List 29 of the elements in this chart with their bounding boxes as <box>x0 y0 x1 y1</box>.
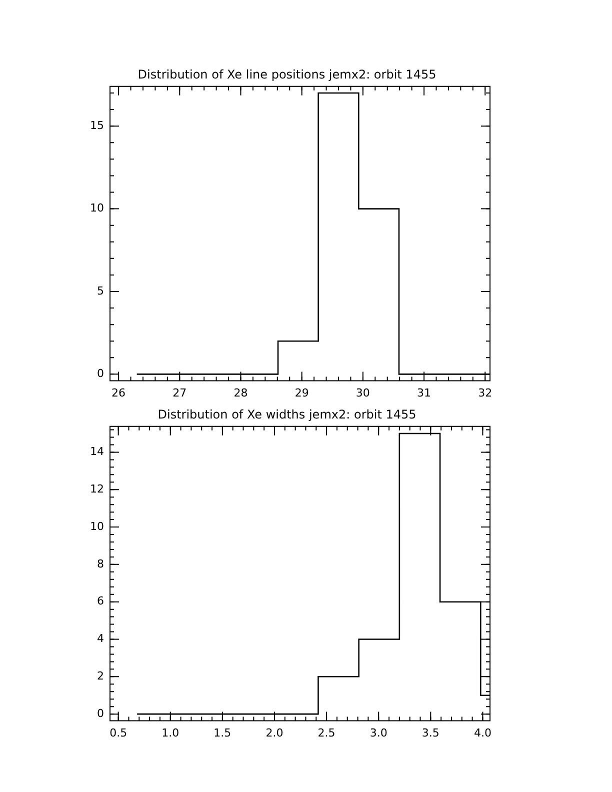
y-tick-label: 0 <box>96 367 104 380</box>
x-tick-label: 0.5 <box>110 726 128 740</box>
x-tick-label: 30 <box>356 386 370 400</box>
x-tick-label: 1.0 <box>162 726 180 740</box>
x-tick-label: 31 <box>417 386 432 400</box>
y-tick-label: 15 <box>90 118 104 132</box>
x-tick-label: 32 <box>478 386 492 400</box>
y-tick-label: 6 <box>96 594 104 608</box>
x-tick-label: 2.5 <box>318 726 336 740</box>
y-tick-label: 14 <box>90 445 104 458</box>
y-tick-label: 10 <box>90 520 104 533</box>
x-tick-label: 29 <box>294 386 309 400</box>
x-tick-label: 3.0 <box>370 726 388 740</box>
chart-title: Distribution of Xe line positions jemx2: orbit 1455 <box>138 67 436 82</box>
x-tick-label: 2.0 <box>266 726 284 740</box>
y-tick-label: 4 <box>96 632 104 646</box>
y-tick-label: 10 <box>90 202 104 215</box>
x-tick-label: 27 <box>172 386 187 400</box>
x-tick-label: 4.0 <box>474 726 492 740</box>
x-tick-label: 26 <box>112 386 126 400</box>
y-tick-label: 2 <box>96 670 104 683</box>
y-tick-label: 12 <box>90 482 104 496</box>
chart-title: Distribution of Xe widths jemx2: orbit 1455 <box>158 407 416 422</box>
y-tick-label: 8 <box>96 557 104 570</box>
y-tick-label: 0 <box>96 706 104 720</box>
x-tick-label: 3.5 <box>422 726 440 740</box>
x-tick-label: 28 <box>234 386 248 400</box>
y-tick-label: 5 <box>96 284 104 298</box>
x-tick-label: 1.5 <box>214 726 232 740</box>
